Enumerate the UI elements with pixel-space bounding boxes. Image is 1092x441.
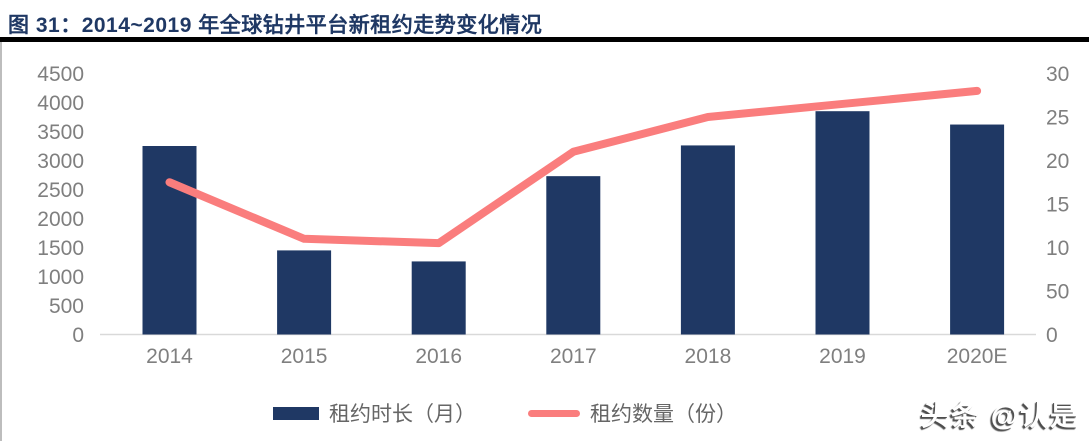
- bar-2015: [277, 250, 332, 335]
- right-axis-tick: 20: [1046, 150, 1069, 173]
- left-axis-tick: 2000: [37, 208, 84, 231]
- left-axis-tick: 0: [72, 324, 84, 347]
- bar-2018: [680, 145, 735, 335]
- left-axis-tick: 3500: [37, 121, 84, 144]
- watermark: 头条 @认是: [920, 400, 1080, 431]
- right-axis-tick: 50: [1046, 280, 1069, 303]
- legend-item-line: 租约数量（份）: [528, 398, 737, 428]
- x-axis-label: 2015: [281, 345, 328, 368]
- bar-2014: [142, 146, 197, 335]
- right-axis-tick: 10: [1046, 237, 1069, 260]
- right-axis-tick: 30: [1046, 63, 1069, 86]
- figure-title: 图 31：2014~2019 年全球钻井平台新租约走势变化情况: [8, 14, 543, 37]
- bar-2017: [546, 176, 601, 335]
- legend-item-bar: 租约时长（月）: [273, 398, 476, 428]
- legend-bar-label: 租约时长（月）: [329, 403, 476, 426]
- x-axis-label: 2018: [685, 345, 732, 368]
- trend-line: [165, 86, 982, 248]
- left-axis-tick: 1000: [37, 266, 84, 289]
- x-axis-label: 2016: [415, 345, 462, 368]
- left-axis-tick: 500: [49, 295, 84, 318]
- legend-line-swatch: [528, 409, 580, 417]
- title-rule: [0, 37, 1089, 42]
- page-edge-line: [0, 42, 2, 441]
- legend-line-label: 租约数量（份）: [590, 403, 737, 426]
- x-axis-label: 2017: [550, 345, 597, 368]
- bar-2020E: [950, 124, 1005, 335]
- left-axis-tick: 3000: [37, 150, 84, 173]
- left-axis-tick: 4000: [37, 92, 84, 115]
- bar-2019: [815, 111, 870, 335]
- legend-bar-swatch: [273, 406, 319, 420]
- bar-2016: [411, 261, 466, 335]
- right-axis-tick: 25: [1046, 106, 1069, 129]
- left-axis-tick: 2500: [37, 179, 84, 202]
- right-axis-tick: 0: [1046, 324, 1058, 347]
- x-axis-label: 2014: [146, 345, 193, 368]
- left-axis-tick: 4500: [37, 63, 84, 86]
- x-axis-label: 2020E: [947, 345, 1008, 368]
- x-axis-label: 2019: [819, 345, 866, 368]
- chart-legend: 租约时长（月） 租约数量（份）: [0, 398, 1010, 428]
- right-axis-tick: 15: [1046, 193, 1069, 216]
- left-axis-tick: 1500: [37, 237, 84, 260]
